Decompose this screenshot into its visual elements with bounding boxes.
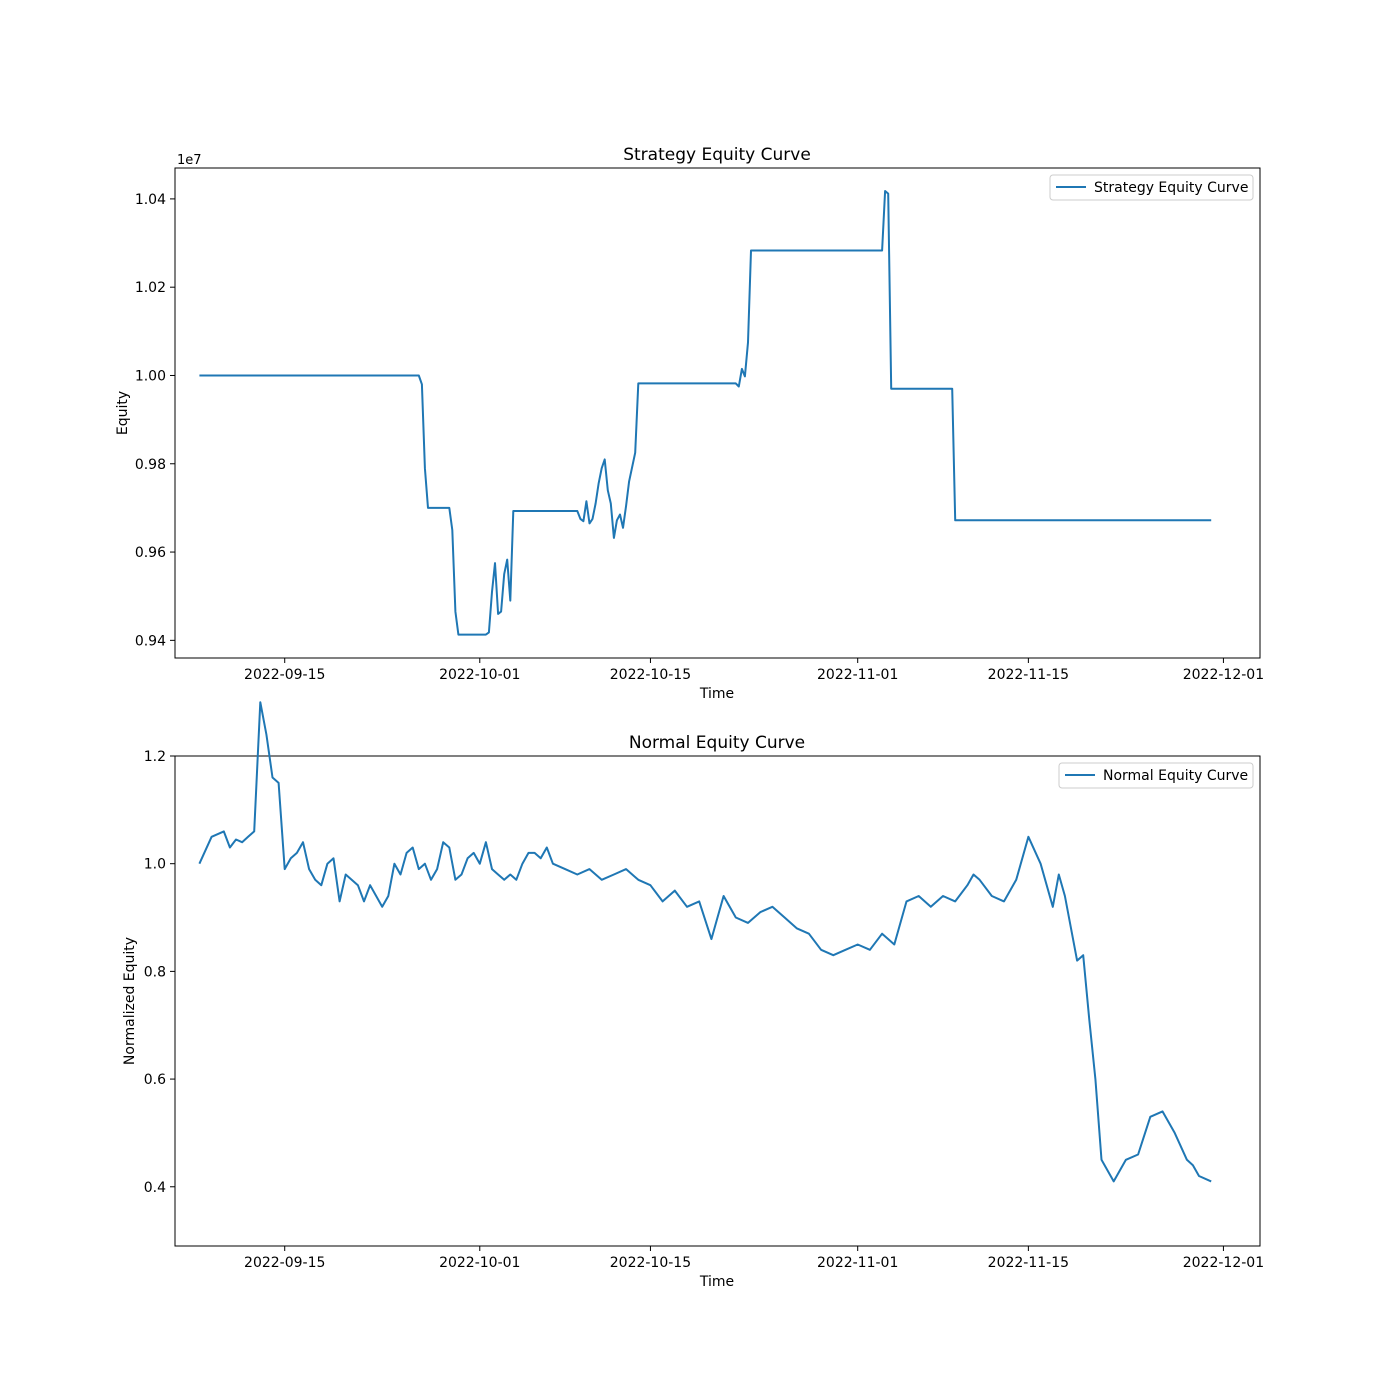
y-tick-label: 0.6 <box>144 1072 166 1088</box>
series-lines <box>199 190 1212 636</box>
legend-box <box>1049 174 1254 201</box>
legend-label: Normal Equity Curve <box>1103 768 1248 784</box>
x-axis-label: Time <box>699 686 734 702</box>
y-tick-label: 1.00 <box>135 368 166 384</box>
y-tick-label: 0.98 <box>135 457 166 473</box>
plot-area <box>174 755 1261 1247</box>
x-tick-label: 2022-09-15 <box>244 667 325 683</box>
legend: Strategy Equity Curve <box>1049 174 1254 201</box>
y-axis-label: Equity <box>115 391 131 435</box>
x-axis-label: Time <box>699 1274 734 1290</box>
x-tick-label: 2022-10-01 <box>439 667 520 683</box>
y-tick-label: 0.96 <box>135 545 166 561</box>
chart-title: Normal Equity Curve <box>629 733 805 753</box>
y-offset-label: 1e7 <box>177 153 202 168</box>
x-tick-label: 2022-10-15 <box>610 1255 691 1271</box>
y-tick-label: 1.0 <box>144 857 166 873</box>
legend: Normal Equity Curve <box>1058 762 1254 789</box>
x-tick-label: 2022-11-15 <box>988 1255 1069 1271</box>
y-tick-label: 0.4 <box>144 1180 166 1196</box>
series-line <box>199 190 1212 636</box>
axis-ticks: 2022-09-15 2022-10-01 2022-10-15 2022-11-01… <box>135 192 1264 683</box>
normal-equity-chart: Normal Equity Curve Time Normalized Equi… <box>122 701 1264 1290</box>
plot-area <box>174 167 1261 659</box>
legend-label: Strategy Equity Curve <box>1094 180 1248 196</box>
y-axis-label: Normalized Equity <box>122 937 138 1065</box>
x-tick-label: 2022-09-15 <box>244 1255 325 1271</box>
x-tick-label: 2022-11-15 <box>988 667 1069 683</box>
y-tick-label: 0.94 <box>135 633 166 649</box>
x-tick-label: 2022-10-01 <box>439 1255 520 1271</box>
x-tick-label: 2022-12-01 <box>1183 667 1264 683</box>
chart-title: Strategy Equity Curve <box>623 145 811 165</box>
y-tick-label: 1.04 <box>135 192 166 208</box>
y-tick-label: 0.8 <box>144 964 166 980</box>
axis-ticks: 2022-09-15 2022-10-01 2022-10-15 2022-11-01… <box>144 749 1264 1271</box>
x-tick-label: 2022-11-01 <box>817 667 898 683</box>
x-tick-label: 2022-12-01 <box>1183 1255 1264 1271</box>
series-line <box>198 701 1212 1183</box>
y-tick-label: 1.2 <box>144 749 166 765</box>
legend-box <box>1058 762 1254 789</box>
series-lines <box>198 701 1212 1183</box>
x-tick-label: 2022-10-15 <box>610 667 691 683</box>
x-tick-label: 2022-11-01 <box>817 1255 898 1271</box>
y-tick-label: 1.02 <box>135 280 166 296</box>
strategy-equity-chart: Strategy Equity Curve 1e7 Time Equity 20… <box>115 145 1264 702</box>
